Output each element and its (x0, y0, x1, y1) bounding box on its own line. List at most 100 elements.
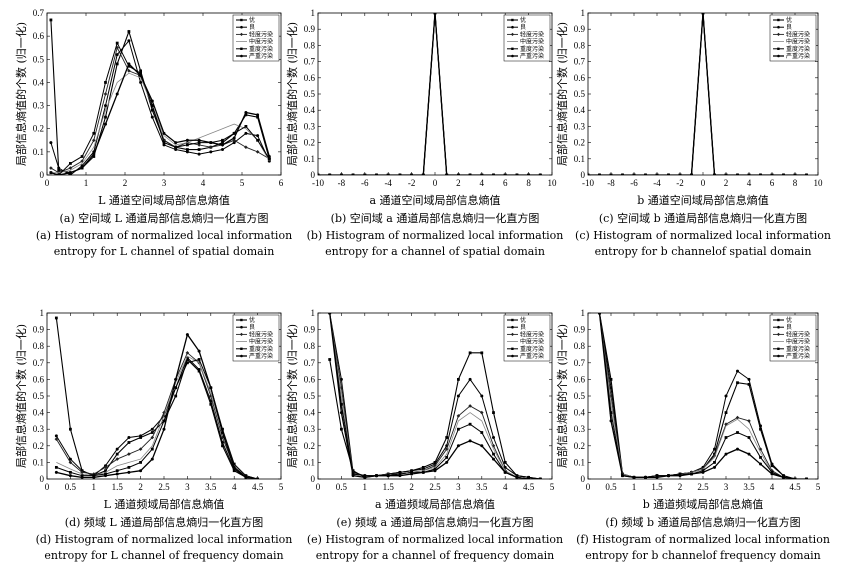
data-point (186, 143, 189, 147)
data-point (186, 358, 189, 361)
data-point (92, 474, 96, 478)
data-point (328, 313, 332, 315)
data-point (49, 141, 53, 145)
data-point (54, 316, 58, 320)
caption-en: (e) Histogram of normalized local inform… (307, 533, 563, 562)
data-point (174, 148, 178, 152)
x-tick-label: 3 (185, 482, 190, 492)
y-tick-label: 0.3 (304, 121, 316, 131)
y-tick-label: 0.8 (33, 341, 45, 351)
data-point (197, 152, 201, 156)
data-point (80, 155, 84, 158)
x-tick-label: 2 (456, 178, 461, 188)
y-tick-label: 0.7 (304, 358, 316, 368)
data-point (186, 361, 189, 365)
data-point (49, 166, 53, 170)
data-point (410, 470, 413, 474)
x-tick-label: -2 (408, 178, 416, 188)
data-point (805, 173, 808, 175)
legend-label: 轻度污染 (249, 330, 273, 338)
legend-label: 轻度污染 (520, 30, 544, 38)
data-point (375, 474, 378, 478)
data-point (456, 444, 460, 448)
legend-label: 重度污染 (520, 345, 544, 353)
data-point (690, 472, 693, 476)
data-point (724, 173, 728, 175)
x-axis-label: b 通道空间域局部信息熵值 (637, 193, 769, 207)
data-point (491, 444, 496, 448)
x-tick-label: 2.5 (697, 482, 709, 492)
chart-panel-4: 0 0.5 1 1.5 2 2.5 3 3.5 4 4.5 5 0 0.1 0.2 0.3 0.4 0.5 0.6… (14, 308, 292, 562)
y-tick-label: 0.8 (304, 341, 316, 351)
y-tick-label: 0.5 (574, 89, 586, 99)
data-point (621, 474, 624, 478)
data-point (139, 80, 143, 84)
data-point (244, 111, 248, 115)
data-point (115, 53, 119, 57)
data-point (770, 173, 774, 175)
data-point (185, 351, 190, 355)
x-axis-label: L 通道空间域局部信息熵值 (98, 193, 230, 207)
legend-label: 优 (786, 316, 792, 324)
data-point (186, 148, 189, 151)
data-point (68, 171, 72, 175)
y-tick-label: 0.6 (574, 374, 586, 384)
data-point (127, 465, 131, 469)
data-point (747, 382, 751, 386)
data-point (150, 457, 154, 461)
data-point (209, 141, 213, 145)
data-point (244, 131, 248, 135)
data-point (736, 173, 739, 175)
data-point (221, 440, 224, 444)
x-tick-label: -10 (312, 178, 324, 188)
data-point (736, 431, 739, 434)
x-tick-label: 0.5 (65, 482, 77, 492)
data-point (433, 467, 437, 471)
y-tick-label: 0.3 (33, 101, 45, 111)
x-tick-label: -2 (676, 178, 684, 188)
data-point (68, 474, 72, 478)
series-line-2 (50, 39, 270, 175)
data-point (197, 349, 201, 353)
legend-marker (776, 332, 781, 336)
x-tick-label: 5 (279, 482, 284, 492)
data-point (759, 427, 762, 431)
data-point (632, 475, 636, 479)
data-point (598, 173, 601, 175)
x-tick-label: 2.5 (158, 482, 170, 492)
data-point (363, 475, 367, 479)
y-tick-label: 0.4 (304, 408, 316, 418)
data-point (758, 447, 763, 451)
legend-label: 良 (786, 23, 792, 31)
data-point (468, 351, 472, 355)
legend-label: 严重污染 (520, 52, 544, 60)
y-tick-label: 0.5 (304, 89, 316, 99)
data-point (221, 431, 224, 435)
data-point (209, 145, 213, 150)
data-point (57, 173, 61, 175)
x-tick-label: 5 (240, 178, 245, 188)
data-point (244, 125, 248, 128)
data-point (185, 138, 189, 142)
data-point (232, 141, 236, 145)
caption-cn: (d) 频域 L 通道局部信息熵归一化直方图 (65, 515, 263, 529)
y-tick-label: 0.3 (574, 424, 586, 434)
y-tick-label: 0.4 (33, 77, 45, 87)
legend-label: 优 (520, 316, 526, 324)
data-point (724, 452, 728, 456)
x-tick-label: 4 (770, 482, 775, 492)
y-tick-label: 0.9 (574, 24, 586, 34)
data-point (318, 173, 320, 175)
data-point (197, 138, 201, 142)
x-tick-label: 2 (138, 482, 143, 492)
y-tick-label: 0.4 (574, 105, 586, 115)
data-point (492, 452, 495, 456)
series-group (597, 313, 809, 479)
legend-label: 轻度污染 (520, 330, 544, 338)
series-line-5 (50, 41, 270, 175)
data-point (115, 469, 119, 473)
legend-label: 良 (520, 23, 526, 31)
data-point (667, 173, 670, 175)
